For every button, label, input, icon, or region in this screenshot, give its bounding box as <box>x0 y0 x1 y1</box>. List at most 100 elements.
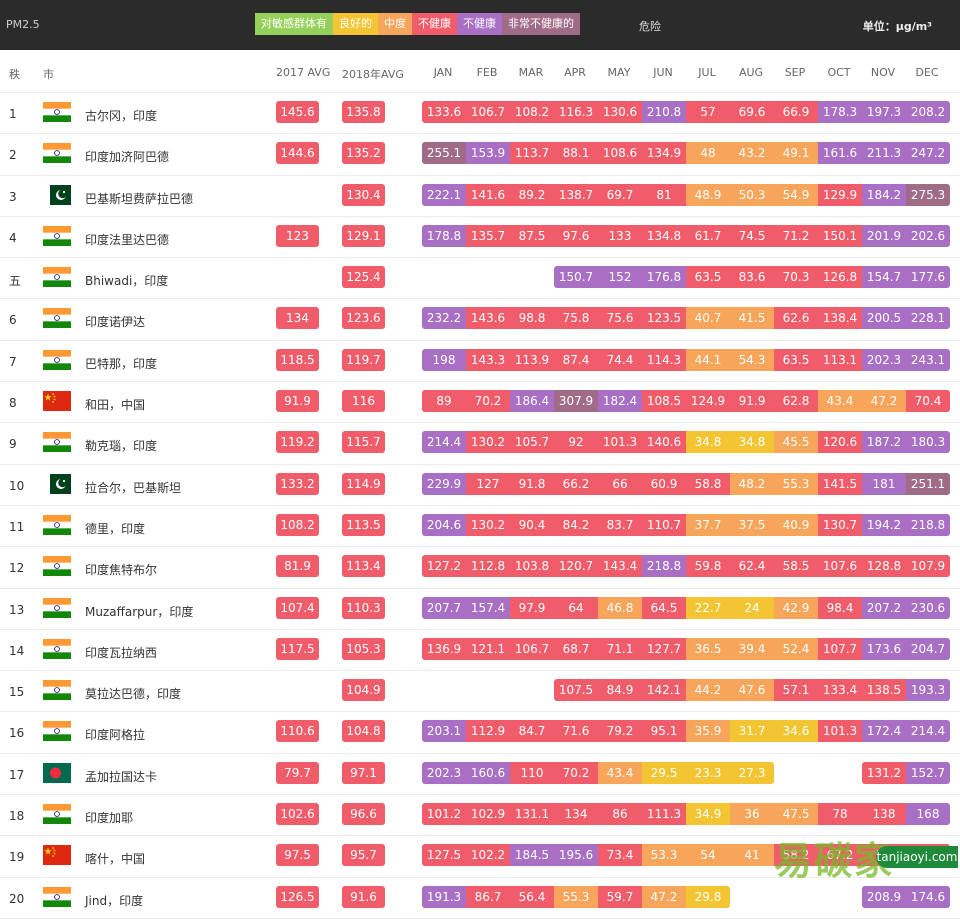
city-name[interactable]: 孟加拉国达卡 <box>85 769 158 784</box>
avg-2018-cell: 96.6 <box>342 803 385 826</box>
avg-2017-cell: 134 <box>276 307 319 330</box>
month-cell-nov: 200.5 <box>862 307 906 330</box>
city-name[interactable]: Bhiwadi，印度 <box>85 274 169 289</box>
rank-cell: 五 <box>9 274 22 289</box>
rank-cell: 2 <box>9 148 17 163</box>
table-row[interactable]: 14 印度瓦拉纳西 117.5 105.3 136.9 121.1 106.7 68.7 71.… <box>0 630 960 672</box>
table-row[interactable]: 12 印度焦特布尔 81.9 113.4 127.2 112.8 103.8 120.7 143… <box>0 547 960 589</box>
month-cell-aug: 31.7 <box>730 720 774 743</box>
table-row[interactable]: 11 德里，印度 108.2 113.5 204.6 130.2 90.4 84.2 83.7 1… <box>0 506 960 548</box>
month-cell-mar: 84.7 <box>510 720 554 743</box>
city-name[interactable]: 印度阿格拉 <box>85 728 146 743</box>
avg-2017-cell: 123 <box>276 224 319 247</box>
city-name[interactable]: 德里，印度 <box>85 521 146 536</box>
rank-cell: 8 <box>9 396 17 411</box>
table-row[interactable]: 4 印度法里达巴德 123 129.1 178.8 135.7 87.5 97.6 133 134… <box>0 217 960 259</box>
city-name[interactable]: 印度法里达巴德 <box>85 232 170 247</box>
city-name[interactable]: Jind，印度 <box>85 893 144 908</box>
city-name[interactable]: 拉合尔，巴基斯坦 <box>85 480 182 495</box>
header-month-jan[interactable]: JAN <box>433 66 453 79</box>
table-row[interactable]: 20 Jind，印度 126.5 91.6 191.3 86.7 56.4 55.3 59.7 4… <box>0 878 960 919</box>
header-month-jun[interactable]: JUN <box>653 66 673 79</box>
table-row[interactable]: 9 勒克瑙，印度 119.2 115.7 214.4 130.2 105.7 92 101.3 1… <box>0 423 960 465</box>
month-cell-jul: 54 <box>686 844 730 867</box>
month-cell-jun: 140.6 <box>642 431 686 454</box>
month-cell-feb: 160.6 <box>466 761 510 784</box>
month-cell-may: 66 <box>598 472 642 495</box>
table-row[interactable]: 16 印度阿格拉 110.6 104.8 203.1 112.9 84.7 71.6 79.2 9… <box>0 712 960 754</box>
avg-2018-cell: 130.4 <box>342 183 385 206</box>
table-row[interactable]: 3 巴基斯坦费萨拉巴德 130.4 222.1 141.6 89.2 138.7 69.7 81… <box>0 176 960 217</box>
month-cell-oct: 138.4 <box>818 307 862 330</box>
header-month-aug[interactable]: AUG <box>738 66 764 79</box>
header-month-feb[interactable]: FEB <box>476 66 498 79</box>
table-row[interactable]: 8 和田，中国 91.9 116 89 70.2 186.4 307.9 182.4 108.5 1… <box>0 382 960 424</box>
month-cell-may: 79.2 <box>598 720 642 743</box>
month-cell-jun: 134.8 <box>642 224 686 247</box>
rank-cell: 18 <box>9 809 25 824</box>
avg-2018-cell: 115.7 <box>342 431 385 454</box>
avg-2018-cell: 105.3 <box>342 637 385 660</box>
table-row[interactable]: 五 Bhiwadi，印度 125.4 150.7 152 176.8 63.5 83.6 70.… <box>0 258 960 300</box>
month-cell-apr: 92 <box>554 431 598 454</box>
table-row[interactable]: 17 孟加拉国达卡 79.7 97.1 202.3 160.6 110 70.2 43.4 29.… <box>0 754 960 796</box>
table-row[interactable]: 15 莫拉达巴德，印度 104.9 107.5 84.9 142.1 44.2 47.6 57.… <box>0 671 960 713</box>
avg-2017-cell: 133.2 <box>276 472 319 495</box>
month-cell-may: 108.6 <box>598 142 642 165</box>
header-month-mar[interactable]: MAR <box>518 66 544 79</box>
flag-icon <box>43 308 71 329</box>
city-name[interactable]: Muzaffarpur，印度 <box>85 604 194 619</box>
month-cell-sep: 58.5 <box>774 555 818 578</box>
city-name[interactable]: 喀什，中国 <box>85 852 146 867</box>
city-name[interactable]: 印度诺伊达 <box>85 315 146 330</box>
table-row[interactable]: 10 拉合尔，巴基斯坦 133.2 114.9 229.9 127 91.8 66.2 66 60… <box>0 465 960 506</box>
month-cell-apr: 84.2 <box>554 513 598 536</box>
header-month-dec[interactable]: DEC <box>915 66 939 79</box>
table-row[interactable]: 7 巴特那，印度 118.5 119.7 198 143.3 113.9 87.4 74.4 11… <box>0 341 960 383</box>
month-cell-mar: 98.8 <box>510 307 554 330</box>
avg-2017-cell: 108.2 <box>276 513 319 536</box>
city-name[interactable]: 印度瓦拉纳西 <box>85 645 158 660</box>
table-row[interactable]: 6 印度诺伊达 134 123.6 232.2 143.6 98.8 75.8 75.6 123.… <box>0 299 960 341</box>
flag-icon <box>43 680 71 701</box>
month-cell-sep: 66.9 <box>774 101 818 123</box>
header-city[interactable]: 市 <box>43 68 54 81</box>
header-2018-avg[interactable]: 2018年AVG <box>342 68 404 81</box>
header-month-sep[interactable]: SEP <box>784 66 806 79</box>
table-row[interactable]: 13 Muzaffarpur，印度 107.4 110.3 207.7 157.4 97.9… <box>0 589 960 630</box>
month-cell-dec: 230.6 <box>906 596 950 619</box>
city-name[interactable]: 巴基斯坦费萨拉巴德 <box>85 191 194 206</box>
month-cell-dec: 243.1 <box>906 348 950 371</box>
month-cell-dec: 218.8 <box>906 513 950 536</box>
month-cell-jan: 178.8 <box>422 224 466 247</box>
header-month-oct[interactable]: OCT <box>827 66 851 79</box>
month-cell-jan: 214.4 <box>422 431 466 454</box>
city-name[interactable]: 和田，中国 <box>85 398 146 413</box>
avg-2018-cell: 135.2 <box>342 142 385 165</box>
city-name[interactable]: 印度加耶 <box>85 811 134 826</box>
table-row[interactable]: 1 古尔冈，印度 145.6 135.8 133.6 106.7 108.2 116.3 130… <box>0 93 960 135</box>
month-cell-dec: 174.6 <box>906 885 950 908</box>
month-cell-may: 46.8 <box>598 596 642 619</box>
header-rank[interactable]: 秩 <box>9 68 20 81</box>
city-name[interactable]: 莫拉达巴德，印度 <box>85 687 182 702</box>
month-cell-apr: 195.6 <box>554 844 598 867</box>
flag-icon <box>43 267 71 288</box>
city-name[interactable]: 印度加济阿巴德 <box>85 150 170 165</box>
header-month-nov[interactable]: NOV <box>870 66 896 79</box>
table-row[interactable]: 18 印度加耶 102.6 96.6 101.2 102.9 131.1 134 86 111.3… <box>0 795 960 837</box>
month-cell-sep: 55.3 <box>774 472 818 495</box>
city-name[interactable]: 印度焦特布尔 <box>85 563 158 578</box>
month-cell-sep: 62.8 <box>774 390 818 413</box>
city-name[interactable]: 勒克瑙，印度 <box>85 439 158 454</box>
header-2017-avg[interactable]: 2017 AVG <box>276 66 331 79</box>
city-name[interactable]: 巴特那，印度 <box>85 356 158 371</box>
header-month-may[interactable]: MAY <box>607 66 631 79</box>
table-row[interactable]: 2 印度加济阿巴德 144.6 135.2 255.1 153.9 113.7 88.1 108… <box>0 134 960 176</box>
month-cell-jul: 40.7 <box>686 307 730 330</box>
avg-2018-cell: 97.1 <box>342 761 385 784</box>
header-month-jul[interactable]: JUL <box>698 66 716 79</box>
header-month-apr[interactable]: APR <box>564 66 586 79</box>
city-name[interactable]: 古尔冈，印度 <box>85 109 158 123</box>
table-row[interactable]: 19 喀什，中国 97.5 95.7 127.5 102.2 184.5 195.6 73.4 5… <box>0 836 960 878</box>
